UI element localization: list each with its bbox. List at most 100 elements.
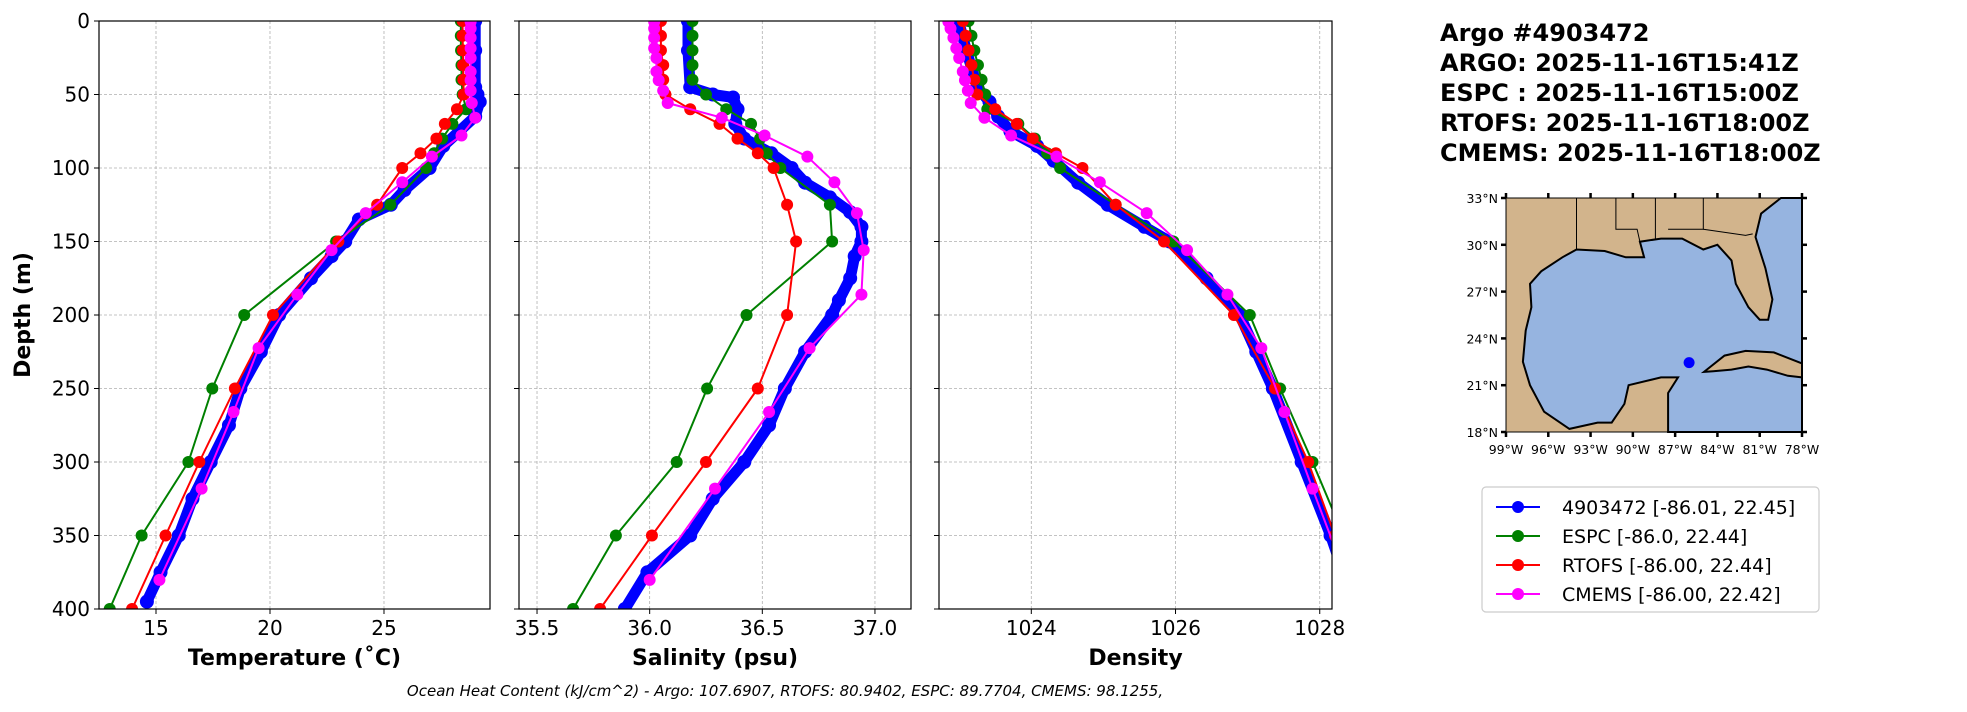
x-tick-label: 36.5 [740,616,785,640]
rtofs-density-point [968,73,981,86]
cmems-temperature-point [396,176,409,189]
espc-salinity-point [701,382,714,395]
x-tick-label: 1028 [1294,616,1345,640]
espc-temperature-point [103,603,116,609]
state-border [1703,228,1753,236]
argo-salinity-point [854,219,869,234]
cmems-density-point [1140,207,1153,220]
cmems-salinity-point [803,342,816,355]
cmems-temperature-point [252,342,265,355]
rtofs-salinity-point [594,603,607,609]
cmems-temperature-point [464,84,477,97]
espc-temperature-point [238,309,251,321]
argo-salinity-point [762,418,777,433]
axes-frame [98,20,491,610]
map-frame [1505,197,1803,433]
lon-tick-label: 81°W [1742,442,1777,457]
cmems-salinity-point [648,31,661,44]
cmems-salinity-point [850,207,863,220]
lon-tick-label: 90°W [1616,442,1651,457]
rtofs-salinity-point [751,147,764,160]
rtofs-temperature-point [438,117,451,130]
legend-item-cmems: CMEMS [-86.00, 22.42] [1496,584,1781,606]
cmems-temperature-point [464,42,477,55]
location-map: 33°N 30°N 27°N 24°N 21°N 18°N 99°W 96°W 93°W 90°W… [1466,191,1819,457]
cmems-density-point [950,42,963,55]
x-tick-label: 15 [143,616,168,640]
cmems-temperature-point [153,573,166,586]
argo-salinity-point [726,90,741,105]
cmems-salinity-point [715,111,728,124]
x-tick-label: 20 [257,616,282,640]
y-tick-label: 300 [52,450,90,474]
cmems-temperature-point [464,22,477,35]
x-tick-label: 35.5 [515,616,560,640]
title-line: RTOFS: 2025-11-16T18:00Z [1440,109,1810,137]
axes-frame [518,20,912,610]
legend-box [1481,486,1820,613]
espc-salinity-point [740,309,753,321]
rtofs-density-point [1026,132,1039,145]
espc-salinity-point [567,603,580,609]
rtofs-temperature-point [159,529,172,542]
espc-salinity-point [686,21,699,27]
y-tick-label: 50 [65,83,90,107]
cmems-salinity-point [648,42,661,55]
cmems-salinity-point [801,150,814,163]
cmems-salinity-point [643,573,656,586]
rtofs-salinity-point [767,162,780,174]
espc-temperature-point [206,382,219,395]
cmems-density-point [1005,129,1018,142]
temperature-panel: 0 50 100 150 200 250 300 350 400 15 20 25 Temperatur… [52,9,491,671]
espc-density-point [1364,603,1376,615]
rtofs-salinity-point [645,529,658,542]
argo-salinity-point [784,161,799,175]
cmems-density-point [961,84,974,97]
cmems-temperature-point [359,207,372,220]
lon-tick-label: 78°W [1785,442,1820,457]
rtofs-salinity-point [790,235,803,248]
argo-temperature-point [139,594,154,609]
cuba-land [1700,349,1803,379]
density-panel: 1024 1026 1028 Density [934,20,1376,671]
rtofs-density-point [1157,235,1170,248]
espc-density-point [1054,162,1067,174]
cmems-salinity-point [652,74,665,87]
cmems-temperature-point [425,150,438,163]
rtofs-temperature-point [414,147,427,160]
y-tick-label: 150 [52,230,90,254]
x-tick-label: 36.0 [627,616,672,640]
espc-salinity-point [745,117,758,130]
legend-label: ESPC [-86.0, 22.44] [1562,526,1747,548]
cmems-temperature-point [195,482,208,495]
lat-tick-label: 30°N [1466,238,1498,253]
legend-marker-icon [1512,530,1524,542]
rtofs-temperature-point [396,162,409,174]
espc-temperature-point [420,162,433,174]
cmems-salinity-point [709,482,721,495]
legend-label: 4903472 [-86.01, 22.45] [1562,497,1795,519]
cmems-salinity-point [763,406,776,419]
cmems-density-point [944,22,957,35]
title-line: CMEMS: 2025-11-16T18:00Z [1440,139,1821,167]
salinity-panel: 35.5 36.0 36.5 37.0 Salinity (psu) [514,20,912,671]
rtofs-density-point [1302,456,1315,468]
argo-salinity-point [737,455,752,469]
legend-label: RTOFS [-86.00, 22.44] [1562,555,1772,577]
y-tick-label: 350 [52,524,90,548]
espc-salinity-point [686,29,699,42]
espc-density-point [1338,530,1350,542]
cmems-density-point [1181,244,1194,257]
x-axis-label: Density [1088,646,1182,671]
x-tick-label: 25 [371,616,396,640]
rtofs-density-point [965,59,978,72]
lat-tick-label: 33°N [1466,191,1498,206]
cmems-temperature-point [464,74,477,87]
cmems-temperature-point [455,129,468,142]
legend-label: CMEMS [-86.00, 22.42] [1562,584,1781,606]
legend-item-rtofs: RTOFS [-86.00, 22.44] [1496,555,1772,577]
espc-salinity-point [686,44,699,57]
legend-item-argo: 4903472 [-86.01, 22.45] [1496,497,1795,519]
ocean [1521,197,1803,433]
argo-salinity-point [847,249,862,264]
